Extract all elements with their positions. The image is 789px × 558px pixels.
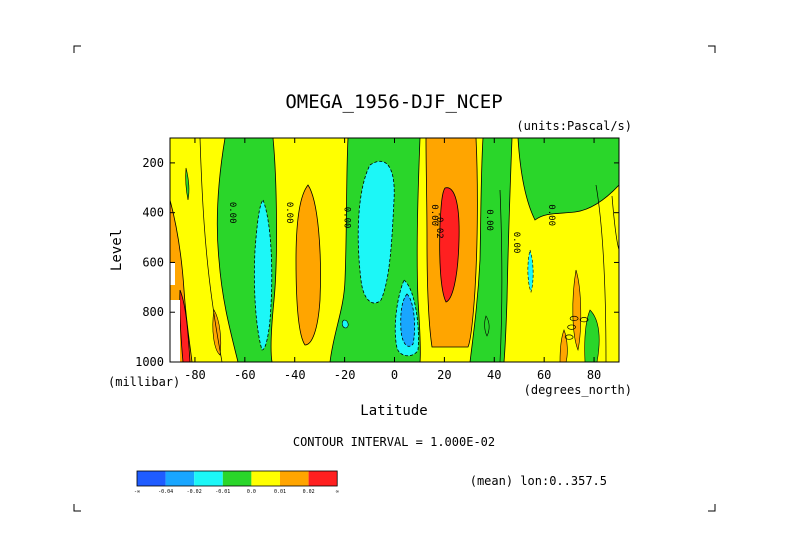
colorbar-label: -0.02 (187, 489, 202, 495)
x-tick-label: -60 (234, 368, 256, 382)
region-white-gap-b (170, 300, 180, 362)
colorbar-swatch (308, 471, 338, 486)
contour-oval (579, 317, 589, 323)
x-tick-label: 60 (537, 368, 551, 382)
colorbar-frame (136, 470, 338, 487)
region-blue-nh-eq (400, 293, 415, 347)
colorbar-legend: -∞ -0.04 -0.02 -0.01 0.0 0.01 0.02 ∞ (134, 470, 339, 495)
y-axis: 200 400 600 800 1000 (135, 156, 619, 369)
y-axis-title: Level (109, 229, 125, 271)
contour-oval (564, 334, 574, 340)
mean-longitude-note: (mean) lon:0..357.5 (470, 474, 607, 488)
x-tick-label: 20 (437, 368, 451, 382)
x-tick-label: -80 (184, 368, 206, 382)
region-cyan-tropics (357, 160, 395, 304)
contour-plot-area (170, 138, 619, 362)
x-tick-label: 40 (487, 368, 501, 382)
region-orange-sh (295, 184, 321, 346)
contour-label: 0.00 (227, 202, 237, 224)
region-green-nh-highlat (517, 138, 619, 221)
y-tick-label: 200 (142, 156, 164, 170)
contour-line-d (611, 195, 619, 251)
y-tick-label: 400 (142, 206, 164, 220)
region-green-polar-sh-strip (185, 167, 190, 201)
x-tick-label: 0 (391, 368, 398, 382)
x-axis-title: Latitude (360, 403, 427, 419)
crop-marks (73, 45, 716, 512)
contour-label: 0.00 (284, 202, 294, 224)
colorbar-label: ∞ (336, 489, 339, 495)
colorbar-label: -0.04 (158, 489, 173, 495)
contour-oval (567, 324, 576, 330)
y-tick-label: 800 (142, 305, 164, 319)
colorbar-label: -∞ (134, 489, 140, 495)
contour-label: 0.00 (511, 232, 521, 254)
contour-oval (569, 315, 579, 321)
crop-mark-top-left (73, 45, 81, 53)
contour-label: -0.02 (434, 212, 444, 239)
colorbar-swatch (251, 471, 280, 486)
region-cyan-sh (253, 199, 273, 351)
contour-interval-note: CONTOUR INTERVAL = 1.000E-02 (293, 435, 495, 449)
chart-title: OMEGA_1956-DJF_NCEP (285, 91, 502, 113)
contour-lines (199, 138, 619, 362)
x-tick-label: 80 (587, 368, 601, 382)
crop-mark-top-right (708, 45, 716, 53)
crop-mark-bottom-right (708, 504, 716, 512)
colorbar-label: 0.0 (247, 489, 256, 495)
colorbar-swatch (222, 471, 252, 486)
y-axis-unit: (millibar) (108, 375, 180, 389)
x-axis: -80 -60 -40 -20 0 20 40 60 80 (184, 138, 601, 382)
crop-mark-bottom-left (73, 504, 81, 512)
colorbar-swatch (137, 471, 166, 486)
region-cyan-nh-small (527, 248, 534, 293)
contour-value-labels: 0.00 0.00 0.00 0.00-0.02 0.000.000.00 (227, 202, 589, 340)
contour-label: 0.00 (484, 209, 494, 231)
contour-line-a (199, 138, 223, 362)
x-tick-label: -20 (334, 368, 356, 382)
colorbar-label: 0.02 (303, 489, 315, 495)
contour-label: 0.00 (546, 204, 556, 226)
contour-line-c (595, 184, 607, 362)
units-label: (units:Pascal/s) (516, 119, 632, 133)
contour-label: 0.00 (342, 207, 352, 229)
region-white-gap-a (170, 263, 175, 285)
colorbar-label: -0.01 (215, 489, 230, 495)
colorbar-label: 0.01 (274, 489, 286, 495)
y-tick-label: 1000 (135, 355, 164, 369)
region-green-small-patch-b (584, 309, 600, 362)
region-orange-small-nh (572, 269, 582, 352)
y-tick-label: 600 (142, 255, 164, 269)
contour-line-b (499, 189, 503, 362)
region-green-small-patch-a (484, 315, 490, 337)
colorbar-swatch (280, 471, 309, 486)
region-cyan-dot (341, 319, 349, 329)
contour-label: 0.00 (429, 204, 439, 226)
x-axis-unit: (degrees_north) (524, 383, 632, 397)
region-red-nh (439, 187, 460, 303)
colorbar-swatch (194, 471, 223, 486)
x-tick-label: -40 (284, 368, 306, 382)
colorbar-swatch (165, 471, 195, 486)
